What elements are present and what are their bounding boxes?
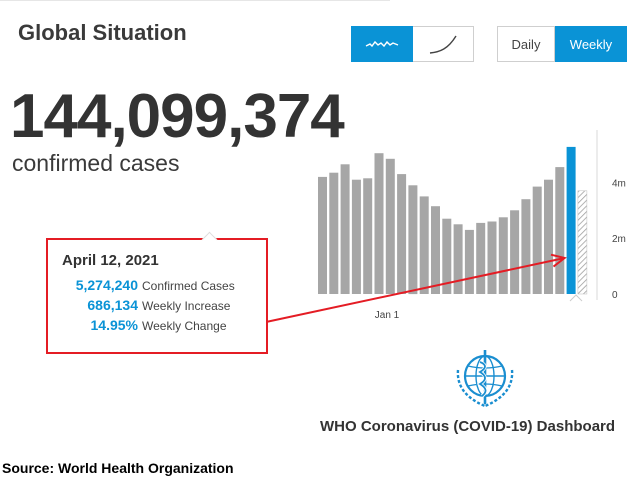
annotation-arrow-line [265,257,565,323]
tooltip-row-increase: 686,134 Weekly Increase [48,297,230,315]
data-tooltip: April 12, 2021 5,274,240 Confirmed Cases… [46,231,268,354]
tooltip-row-confirmed: 5,274,240 Confirmed Cases [48,277,235,295]
wave-line-icon [365,40,399,48]
growth-curve-icon [429,35,457,54]
bar[interactable] [577,190,588,295]
bar[interactable] [476,222,486,294]
bar[interactable] [340,164,350,294]
tooltip-row-change: 14.95% Weekly Change [48,317,227,335]
bar[interactable] [521,199,531,294]
bar[interactable] [464,229,474,294]
y-tick-label: 4m [612,179,626,190]
period-toggle: Daily Weekly [497,26,627,62]
page-title: Global Situation [18,20,187,45]
bar[interactable] [419,196,429,294]
top-divider [0,0,390,1]
bar[interactable] [374,153,384,294]
x-tick-label: Jan 1 [375,310,400,321]
bar[interactable] [544,179,553,294]
tooltip-confirmed-value: 5,274,240 [75,277,138,293]
bars-group [318,146,588,295]
source-note: Source: World Health Organization [2,460,234,476]
bar[interactable] [397,174,407,294]
bar[interactable] [510,210,520,294]
bar[interactable] [453,224,463,294]
chart-type-toggle [351,26,474,62]
bar[interactable] [408,185,418,295]
tooltip-change-label: Weekly Change [142,319,227,333]
bar[interactable] [363,178,373,294]
bar[interactable] [487,221,497,295]
y-tick-label: 0 [612,290,618,301]
y-tick-label: 2m [612,234,626,245]
tooltip-confirmed-label: Confirmed Cases [142,279,235,293]
wave-chart-button[interactable] [351,26,413,62]
total-cases-label: confirmed cases [12,150,180,176]
cumulative-chart-button[interactable] [413,26,474,62]
bar[interactable] [532,186,542,294]
bar[interactable] [442,218,452,294]
weekly-button[interactable]: Weekly [555,26,627,62]
annotation-arrow-head [550,253,567,268]
bar[interactable] [555,167,565,294]
daily-button[interactable]: Daily [497,26,555,62]
tooltip-change-value: 14.95% [90,317,138,333]
selection-caret-icon [569,294,583,302]
bar[interactable] [351,179,361,294]
tooltip-increase-label: Weekly Increase [142,299,231,313]
bar[interactable] [385,158,395,294]
dashboard-caption: WHO Coronavirus (COVID-19) Dashboard [320,418,616,435]
who-emblem-icon [456,350,514,408]
annotation-arrow [265,253,567,323]
bar[interactable] [318,176,327,294]
y-ticks-group: 0 2m 4m [612,179,626,302]
bar[interactable] [329,172,339,294]
tooltip-increase-value: 686,134 [87,297,138,313]
total-cases-value: 144,099,374 [10,82,345,151]
tooltip-date: April 12, 2021 [62,252,159,269]
bar[interactable] [431,206,440,294]
bar[interactable] [498,217,508,294]
highlighted-bar[interactable] [566,146,576,294]
x-ticks-group: Jan 1 [375,310,400,321]
